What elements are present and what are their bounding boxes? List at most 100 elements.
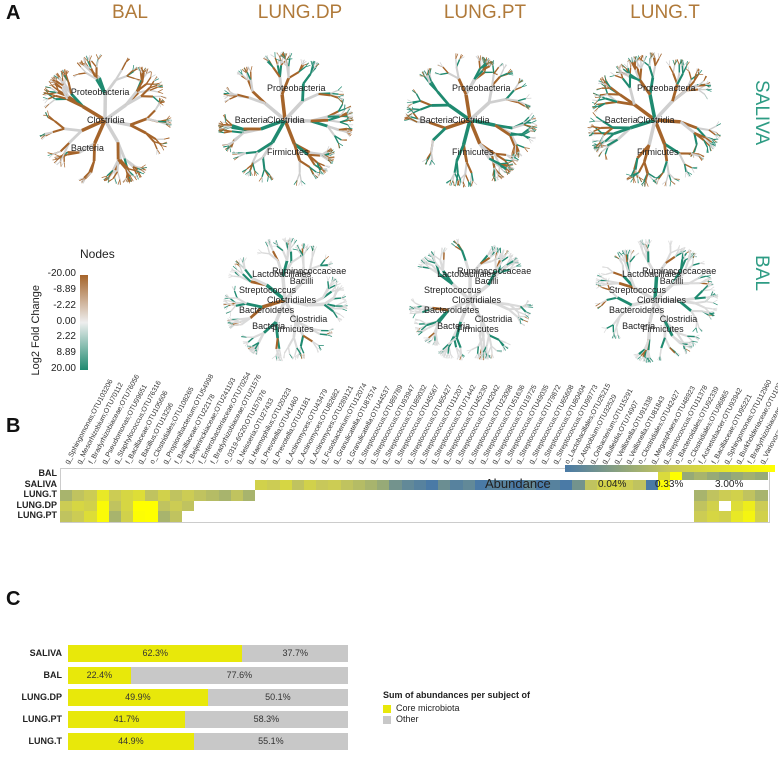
tree-branch (595, 127, 603, 134)
tree-branch (235, 260, 240, 265)
tree-branch (647, 357, 650, 363)
tree-branch (499, 254, 506, 261)
tree-branch (324, 165, 330, 169)
tree-branch (686, 250, 692, 254)
tree-branch (47, 92, 56, 97)
tree-branch (163, 137, 170, 140)
tree-branch (335, 286, 339, 292)
tree-branch (639, 68, 643, 81)
tree-branch (507, 70, 513, 74)
tree-branch (708, 129, 716, 136)
tree-branch (516, 143, 525, 149)
heatmap-cell (84, 490, 97, 501)
tree-branch (478, 143, 491, 160)
tree-branch (493, 301, 510, 306)
tree-branch (300, 180, 303, 187)
tree-node-label: Proteobacteria (452, 82, 511, 93)
tree-branch (145, 68, 149, 74)
tree-branch (424, 337, 429, 341)
tree-branch (442, 343, 449, 351)
tree-branch (88, 160, 96, 173)
heatmap-cell (755, 469, 768, 480)
tree-branch (90, 68, 98, 80)
tree-branch (433, 255, 441, 261)
tree-branch (650, 52, 654, 59)
heatmap-cell (523, 479, 536, 490)
tree-branch (696, 127, 710, 132)
tree-branch (339, 121, 348, 126)
tree-branch (473, 68, 481, 80)
tree-branch (706, 277, 712, 280)
tree-branch (644, 244, 649, 252)
tree-branch (427, 260, 436, 264)
tree-branch (592, 104, 598, 108)
tree-branch (701, 310, 710, 315)
tree-branch (670, 180, 676, 185)
tree-branch (507, 308, 518, 318)
tree-branch (505, 169, 512, 171)
tree-branch (668, 240, 671, 246)
tree-branch (232, 265, 237, 270)
tree-branch (494, 175, 497, 182)
tree-branch (236, 93, 250, 99)
tree-branch (670, 249, 678, 254)
tree-branch (638, 355, 642, 361)
tree-node-label: Clostridiales (637, 295, 687, 305)
tree-branch (663, 320, 674, 337)
tree-branch (687, 171, 693, 175)
tree-branch (621, 265, 625, 277)
tree-branch (470, 180, 474, 187)
tree-branch (485, 353, 488, 359)
tree-branch (125, 58, 130, 64)
tree-node-label: Clostridia (289, 314, 328, 325)
tree-branch (85, 72, 98, 81)
tree-branch (327, 265, 333, 269)
tree-branch (459, 54, 462, 60)
tree-branch (138, 171, 145, 175)
tree-branch (635, 61, 642, 69)
tree-branch (602, 286, 610, 291)
tree-branch (505, 89, 515, 100)
tree-branch (501, 249, 504, 255)
tree-branch (502, 249, 505, 255)
tree-branch (270, 243, 274, 252)
tree-branch (524, 314, 529, 319)
heatmap-cell (72, 500, 85, 511)
tree-branch (256, 141, 274, 154)
tree-branch (427, 338, 430, 344)
tree-branch (428, 121, 447, 130)
tree-branch (327, 334, 333, 337)
tree-branch (657, 53, 660, 59)
bar-other-segment: 37.7% (242, 645, 348, 662)
tree-branch (280, 54, 286, 59)
legend-nodes-title: Nodes (80, 247, 115, 261)
tree-branch (338, 93, 344, 97)
tree-branch (647, 323, 651, 340)
tree-branch (44, 98, 49, 104)
tree-branch (226, 147, 232, 151)
tree-branch (439, 252, 443, 261)
tree-branch (488, 352, 490, 358)
tree-branch (409, 310, 415, 313)
tree-branch (442, 247, 446, 253)
tree-branch (710, 291, 714, 297)
tree-branch (101, 175, 108, 178)
tree-branch (429, 160, 432, 166)
tree-branch (685, 60, 688, 67)
heatmap-cell (121, 490, 134, 501)
tree-branch (711, 142, 716, 147)
tree-branch (339, 109, 346, 118)
tree-branch (232, 321, 241, 324)
tree-branch (284, 298, 309, 307)
tree-branch (414, 322, 420, 325)
tree-branch (280, 356, 283, 362)
tree-branch (698, 69, 700, 75)
tree-branch (644, 357, 647, 363)
tree-branch (236, 73, 243, 76)
tree-branch (497, 174, 503, 179)
tree-branch (604, 146, 609, 155)
tree-branch (83, 58, 86, 65)
tree-branch (342, 308, 348, 312)
tree-branch (638, 57, 644, 62)
tree-branch (125, 95, 142, 107)
